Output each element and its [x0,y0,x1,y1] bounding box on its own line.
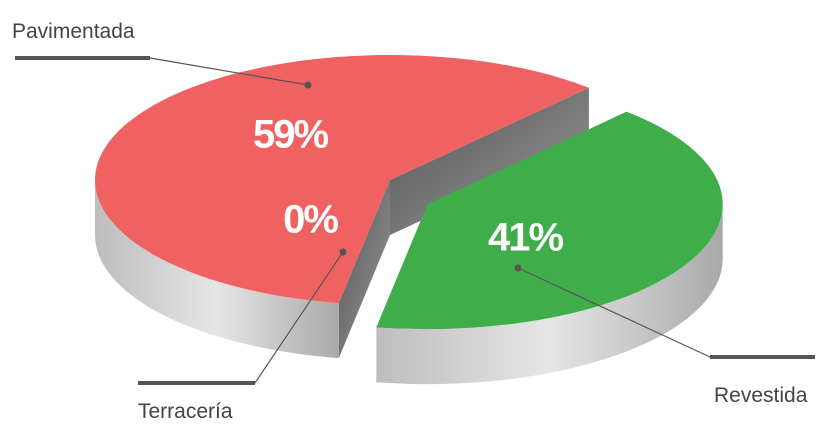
value-label: 59% [253,113,328,157]
value-label: 41% [488,216,563,260]
category-label: Terracería [138,400,233,423]
slice-wall [376,204,723,385]
leaders [15,56,815,385]
category-label: Pavimentada [12,20,135,43]
leader-dot [339,248,347,256]
value-label: 0% [283,198,338,242]
leader-dot [304,81,312,89]
slice-wall [95,180,339,359]
pie [95,55,723,385]
slice [376,111,723,330]
leader-line [517,267,711,358]
leader-line [149,57,309,86]
slice-cut-face [390,87,589,235]
leader-line [254,251,344,384]
leader-dot [514,264,522,272]
slice-cut-face [338,180,390,359]
slice [95,55,589,304]
category-label: Revestida [714,384,808,407]
